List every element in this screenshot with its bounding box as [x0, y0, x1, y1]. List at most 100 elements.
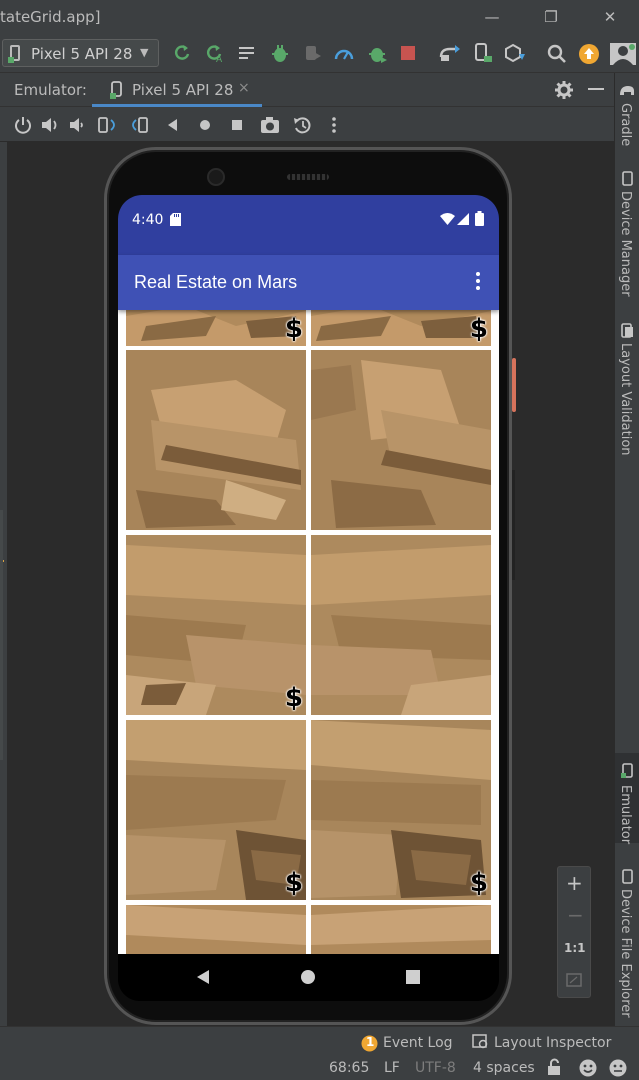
more-options-icon[interactable]: [326, 115, 346, 135]
back-icon[interactable]: [164, 115, 184, 135]
rental-dollar-badge: $: [469, 868, 488, 898]
attach-debugger-icon[interactable]: [304, 44, 322, 62]
apply-code-changes-icon[interactable]: A: [204, 43, 226, 63]
snapshot-restore-icon[interactable]: [292, 115, 312, 135]
avd-manager-icon[interactable]: [472, 43, 494, 63]
debug-app-icon[interactable]: [367, 43, 389, 63]
svg-text:A: A: [216, 55, 223, 63]
side-tab-device-manager[interactable]: Device Manager: [618, 191, 633, 297]
phone-screen[interactable]: 4:40 Real Estate on Mars $ $ $: [118, 195, 499, 1001]
fit-screen-icon[interactable]: [566, 973, 582, 987]
mars-photo: [126, 720, 306, 900]
mars-property-grid[interactable]: $ $ $ $ $: [118, 310, 499, 954]
mars-photo: [126, 350, 306, 530]
zoom-in-button[interactable]: +: [566, 871, 583, 895]
overflow-menu-icon[interactable]: [468, 270, 488, 294]
mars-photo: [126, 310, 306, 346]
front-camera: [207, 168, 225, 186]
search-icon[interactable]: [547, 44, 567, 64]
left-tool-strip: [0, 142, 7, 1026]
mars-photo: [311, 350, 491, 530]
sdk-manager-icon[interactable]: [504, 43, 526, 63]
side-tab-device-file-explorer[interactable]: Device File Explorer: [618, 889, 633, 1018]
indent-setting[interactable]: 4 spaces: [473, 1060, 535, 1076]
power-side-button[interactable]: [512, 358, 516, 412]
property-tile[interactable]: [126, 350, 306, 530]
strip-scroll: [0, 510, 3, 760]
side-tab-gradle[interactable]: Gradle: [618, 103, 633, 147]
app-title: Real Estate on Mars: [134, 272, 298, 292]
home-icon[interactable]: [196, 115, 216, 135]
close-window-button[interactable]: ✕: [603, 8, 617, 26]
side-tab-emulator[interactable]: Emulator: [618, 785, 633, 845]
rental-dollar-badge: $: [469, 314, 488, 344]
sync-gradle-icon[interactable]: [438, 43, 462, 63]
update-available-icon[interactable]: [578, 43, 600, 65]
rotate-right-icon[interactable]: [129, 115, 149, 135]
inspection-face-icon[interactable]: [608, 1058, 628, 1078]
sd-card-icon: [170, 213, 181, 226]
hide-panel-icon[interactable]: [588, 88, 604, 92]
cursor-position[interactable]: 68:65: [329, 1060, 370, 1076]
layout-inspector-button[interactable]: Layout Inspector: [494, 1035, 612, 1051]
property-tile[interactable]: [311, 535, 491, 715]
line-separator[interactable]: LF: [384, 1060, 400, 1076]
restore-button[interactable]: ❐: [544, 8, 558, 26]
ide-status-bar: 1 Event Log Layout Inspector 68:65 LF UT…: [0, 1026, 639, 1080]
emulator-label: Emulator:: [14, 81, 87, 99]
event-log-button[interactable]: Event Log: [383, 1035, 453, 1051]
rotate-left-icon[interactable]: [97, 115, 117, 135]
side-tab-layout-validation[interactable]: Layout Validation: [618, 343, 633, 456]
nav-recents-icon[interactable]: [405, 969, 421, 985]
lock-open-icon[interactable]: [547, 1058, 561, 1076]
tab-label: Pixel 5 API 28: [132, 81, 234, 99]
nav-home-icon[interactable]: [299, 968, 317, 986]
active-side-tab-bg: [615, 753, 639, 843]
device-manager-icon: [622, 171, 633, 186]
gradle-elephant-icon: [620, 86, 634, 95]
volume-down-icon[interactable]: [68, 115, 88, 135]
device-selector-label: Pixel 5 API 28: [31, 45, 133, 63]
apply-changes-restart-icon[interactable]: [172, 43, 192, 63]
power-icon[interactable]: [13, 115, 33, 135]
close-tab-icon[interactable]: ×: [238, 80, 250, 96]
dropdown-arrow-icon: ▼: [140, 46, 149, 59]
phone-icon: [8, 45, 20, 63]
window-title: tateGrid.app]: [0, 8, 101, 26]
file-encoding[interactable]: UTF-8: [415, 1060, 456, 1076]
minimize-button[interactable]: —: [484, 8, 500, 26]
debug-bug-icon[interactable]: [270, 43, 290, 63]
wifi-icon: [440, 213, 455, 225]
active-tab-indicator: [92, 104, 262, 107]
device-selector[interactable]: Pixel 5 API 28 ▼: [2, 39, 159, 67]
gear-icon[interactable]: [554, 80, 574, 100]
property-tile[interactable]: [126, 905, 306, 954]
zoom-out-button[interactable]: −: [567, 903, 584, 927]
mars-photo: [311, 905, 491, 954]
mars-photo: [311, 535, 491, 715]
property-tile[interactable]: $: [126, 535, 306, 715]
overview-icon[interactable]: [228, 115, 248, 135]
nav-back-icon[interactable]: [194, 968, 212, 986]
property-tile[interactable]: $: [126, 310, 306, 346]
tab-pixel-5-api-28[interactable]: Pixel 5 API 28 ×: [92, 73, 262, 107]
property-tile[interactable]: $: [126, 720, 306, 900]
property-tile[interactable]: [311, 350, 491, 530]
zoom-actual-size-button[interactable]: 1:1: [564, 941, 586, 955]
earpiece-speaker: [287, 174, 329, 180]
logcat-lines-icon[interactable]: [238, 45, 256, 61]
camera-icon[interactable]: [259, 115, 279, 135]
property-tile[interactable]: $: [311, 310, 491, 346]
volume-side-button[interactable]: [512, 470, 515, 580]
stop-icon[interactable]: [400, 45, 416, 61]
property-tile[interactable]: $: [311, 720, 491, 900]
feedback-smiley-icon[interactable]: [578, 1058, 598, 1078]
profiler-gauge-icon[interactable]: [334, 44, 354, 62]
user-avatar-icon[interactable]: [610, 43, 636, 65]
volume-up-icon[interactable]: [40, 115, 60, 135]
phone-icon: [110, 81, 122, 99]
property-tile[interactable]: [311, 905, 491, 954]
status-time: 4:40: [132, 212, 164, 228]
emulator-controls: [0, 107, 614, 142]
layout-validation-icon: [621, 323, 633, 338]
